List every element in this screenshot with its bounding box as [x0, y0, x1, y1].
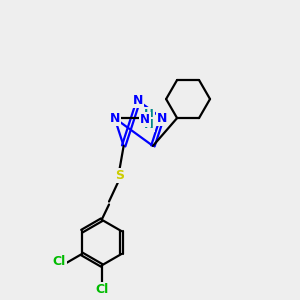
Text: N: N — [140, 113, 150, 126]
Text: Cl: Cl — [53, 255, 66, 268]
Text: S: S — [115, 169, 124, 182]
Text: Cl: Cl — [95, 283, 108, 296]
Text: H: H — [144, 118, 154, 131]
Text: N: N — [157, 112, 167, 124]
Text: N: N — [133, 94, 143, 107]
Text: H: H — [144, 108, 154, 121]
Text: N: N — [110, 112, 120, 124]
